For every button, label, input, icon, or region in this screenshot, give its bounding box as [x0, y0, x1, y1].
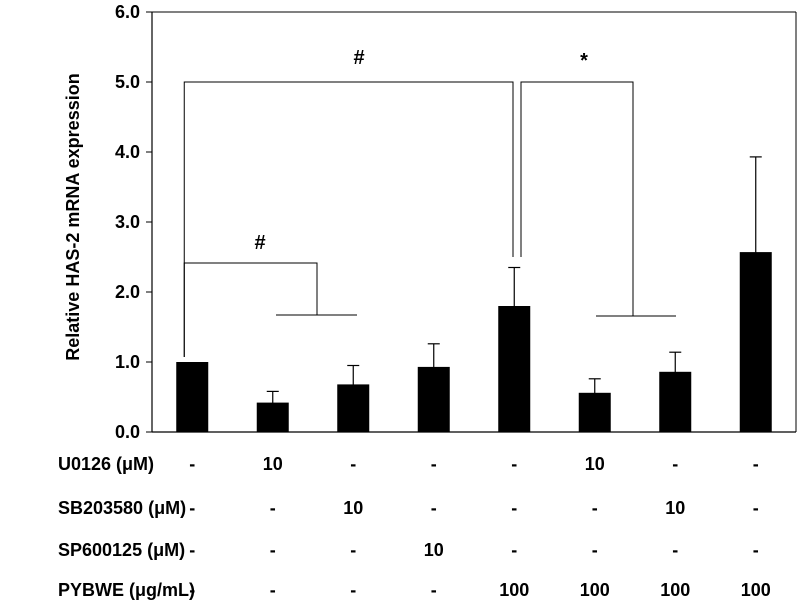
treatment-row-label: SP600125 (μM) — [58, 540, 185, 560]
treatment-cell: - — [189, 540, 195, 560]
treatment-cell: 100 — [660, 580, 690, 600]
significance-brackets: # # * — [183, 47, 676, 357]
treatment-cell: - — [511, 454, 517, 474]
treatment-cell: - — [189, 454, 195, 474]
y-tick-label: 0.0 — [115, 422, 140, 442]
treatment-cell: - — [592, 498, 598, 518]
y-tick-label: 3.0 — [115, 212, 140, 232]
treatment-cell: 10 — [665, 498, 685, 518]
treatment-cell: - — [270, 580, 276, 600]
treatment-row-label: U0126 (μM) — [58, 454, 154, 474]
treatment-table: U0126 (μM) -10- - -10- -SB203580 (μM) - -10- - -… — [58, 454, 771, 600]
treatment-cell: - — [753, 498, 759, 518]
y-tick-label: 2.0 — [115, 282, 140, 302]
treatment-cell: - — [753, 540, 759, 560]
significance-bracket — [520, 81, 634, 316]
significance-bracket — [183, 262, 318, 357]
treatment-cell: - — [511, 540, 517, 560]
treatment-row-label: PYBWE (μg/mL) — [58, 580, 195, 600]
treatment-cell: - — [350, 454, 356, 474]
treatment-cell: 100 — [499, 580, 529, 600]
treatment-cell: - — [431, 498, 437, 518]
significance-symbol: # — [254, 232, 265, 254]
significance-bracket — [183, 81, 514, 357]
treatment-cell: 100 — [580, 580, 610, 600]
treatment-cell: 10 — [343, 498, 363, 518]
y-tick-label: 6.0 — [115, 2, 140, 22]
treatment-cell: - — [672, 454, 678, 474]
treatment-cell: 100 — [741, 580, 771, 600]
treatment-row-label: SB203580 (μM) — [58, 498, 186, 518]
y-tick-label: 1.0 — [115, 352, 140, 372]
significance-symbol: # — [353, 47, 364, 69]
axes: 0.0 1.0 2.0 3.0 4.0 5.0 6.0 — [115, 2, 797, 442]
y-axis-title: Relative HAS-2 mRNA expression — [63, 73, 83, 360]
treatment-cell: 10 — [585, 454, 605, 474]
treatment-cell: - — [431, 454, 437, 474]
treatment-cell: - — [350, 580, 356, 600]
treatment-cell: 10 — [424, 540, 444, 560]
treatment-cell: - — [592, 540, 598, 560]
treatment-cell: - — [189, 580, 195, 600]
treatment-cell: - — [270, 498, 276, 518]
bars — [176, 252, 772, 432]
treatment-cell: - — [672, 540, 678, 560]
y-tick-label: 4.0 — [115, 142, 140, 162]
error-bars — [266, 156, 762, 415]
bar — [176, 362, 209, 432]
treatment-cell: - — [511, 498, 517, 518]
treatment-cell: - — [431, 580, 437, 600]
treatment-cell: - — [189, 498, 195, 518]
significance-symbol: * — [580, 50, 588, 72]
treatment-cell: - — [753, 454, 759, 474]
y-tick-label: 5.0 — [115, 72, 140, 92]
treatment-cell: 10 — [263, 454, 283, 474]
treatment-cell: - — [350, 540, 356, 560]
treatment-cell: - — [270, 540, 276, 560]
